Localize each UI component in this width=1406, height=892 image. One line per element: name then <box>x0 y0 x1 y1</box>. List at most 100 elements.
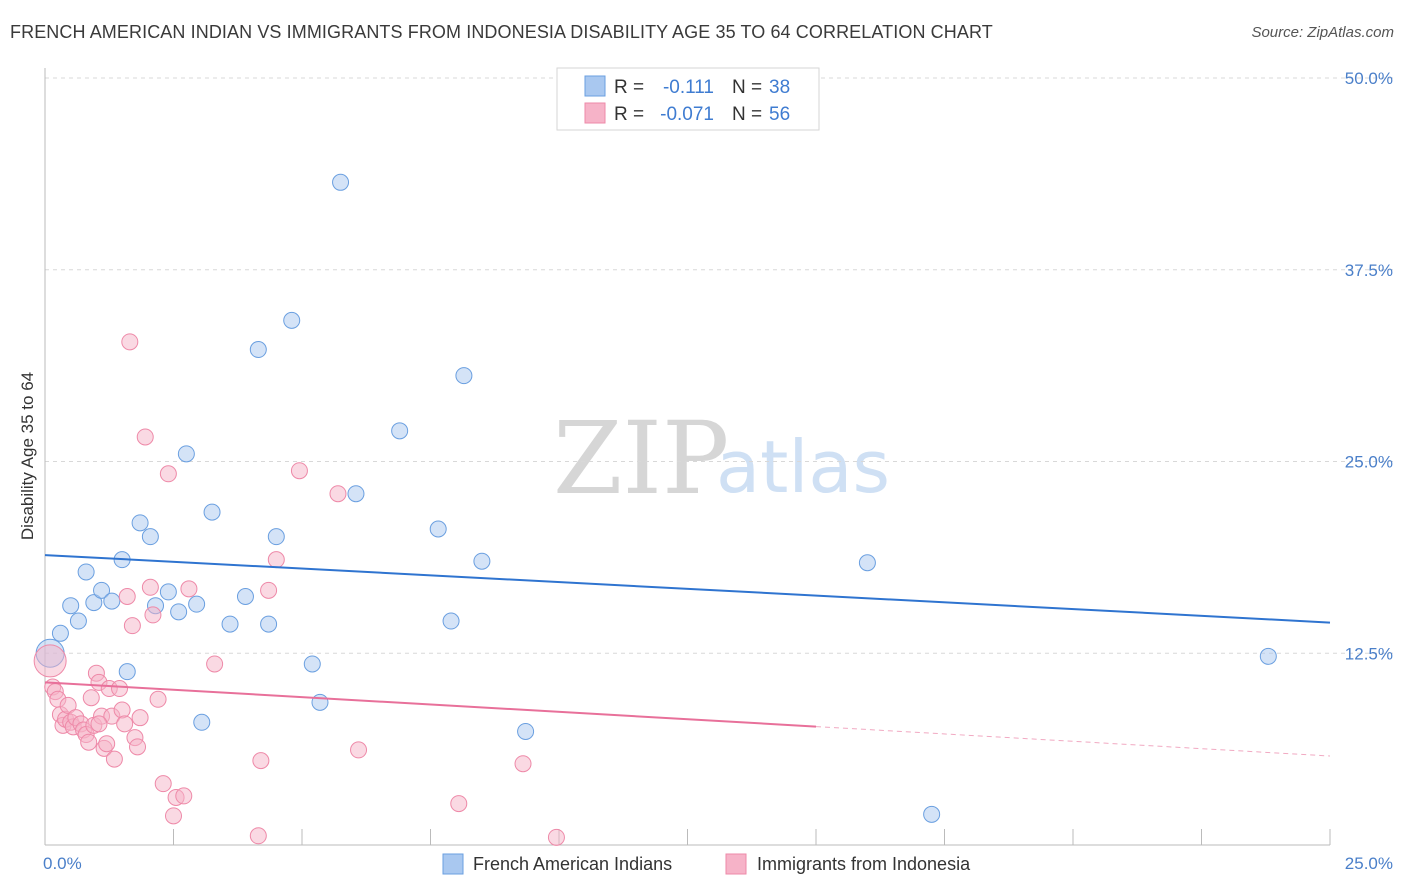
data-point-s1-36 <box>144 606 162 624</box>
data-point-s1-33 <box>131 709 149 727</box>
data-point-s0-18 <box>203 503 221 521</box>
chart-title: FRENCH AMERICAN INDIAN VS IMMIGRANTS FRO… <box>10 22 993 42</box>
x-tick-labels: 0.0% 25.0% <box>43 854 1393 873</box>
data-point-s0-5 <box>85 594 103 612</box>
data-point-s0-36 <box>923 805 941 823</box>
data-point-s0-27 <box>332 173 350 191</box>
legend-label-immigrants-from-indonesia: Immigrants from Indonesia <box>757 854 971 874</box>
data-point-s0-4 <box>77 563 95 581</box>
data-point-s1-21 <box>98 735 116 753</box>
x-tick-label-1: 25.0% <box>1345 854 1393 873</box>
r-label-pink: R = <box>614 104 644 125</box>
data-point-s1-14 <box>80 733 98 751</box>
watermark: ZIP atlas <box>553 400 890 517</box>
n-label-blue: N = <box>732 77 762 98</box>
data-point-s0-20 <box>236 587 254 605</box>
data-point-s0-32 <box>455 367 473 385</box>
y-axis-label: Disability Age 35 to 64 <box>18 372 37 540</box>
data-point-s0-6 <box>93 581 111 599</box>
r-value-pink: -0.071 <box>660 104 714 125</box>
n-value-pink: 56 <box>769 104 790 125</box>
legend-swatch-french-american-indians <box>442 853 464 875</box>
data-point-s1-47 <box>260 581 278 599</box>
data-point-s1-29 <box>121 333 139 351</box>
data-point-s0-21 <box>249 341 267 359</box>
data-point-s0-13 <box>159 583 177 601</box>
x-tick-label-0: 0.0% <box>43 854 82 873</box>
stats-swatch-blue <box>584 75 606 97</box>
trend-lines <box>44 554 1331 757</box>
data-point-s1-52 <box>450 795 468 813</box>
data-point-s1-0 <box>33 644 67 678</box>
data-point-s1-28 <box>118 587 136 605</box>
data-point-s1-46 <box>252 752 270 770</box>
data-point-s1-32 <box>129 738 147 756</box>
data-point-s1-42 <box>175 787 193 805</box>
data-point-s0-17 <box>193 713 211 731</box>
data-point-s0-1 <box>51 624 69 642</box>
data-point-s1-35 <box>141 578 159 596</box>
data-point-s0-10 <box>131 514 149 532</box>
y-tick-labels: 12.5% 25.0% 37.5% 50.0% <box>1345 69 1393 663</box>
data-point-s1-48 <box>267 551 285 569</box>
data-point-s0-34 <box>517 722 535 740</box>
data-point-s0-15 <box>177 445 195 463</box>
data-point-s1-45 <box>249 827 267 845</box>
n-value-blue: 38 <box>769 77 790 98</box>
data-point-s1-50 <box>329 485 347 503</box>
data-point-s0-23 <box>267 528 285 546</box>
series-legend: French American Indians Immigrants from … <box>442 853 971 875</box>
r-label-blue: R = <box>614 77 644 98</box>
watermark-atlas: atlas <box>716 425 890 509</box>
data-point-s0-9 <box>118 663 136 681</box>
y-tick-label-1: 25.0% <box>1345 453 1393 472</box>
data-point-s0-2 <box>62 597 80 615</box>
data-point-s0-19 <box>221 615 239 633</box>
data-point-s0-28 <box>347 485 365 503</box>
data-point-s1-53 <box>514 755 532 773</box>
trend-line-solid-s1 <box>44 681 817 728</box>
r-value-blue: -0.111 <box>663 77 714 98</box>
stats-legend: R = -0.111 N = 38 R = -0.071 N = 56 <box>556 67 820 131</box>
data-point-s0-24 <box>283 311 301 329</box>
data-point-s1-34 <box>136 428 154 446</box>
source-credit: Source: ZipAtlas.com <box>1251 24 1394 41</box>
data-point-s0-30 <box>429 520 447 538</box>
data-point-s1-27 <box>116 715 134 733</box>
data-point-s1-24 <box>105 750 123 768</box>
data-point-s0-7 <box>103 592 121 610</box>
data-point-s0-29 <box>391 422 409 440</box>
data-point-s0-31 <box>442 612 460 630</box>
data-point-s1-43 <box>180 580 198 598</box>
y-tick-label-0: 12.5% <box>1345 644 1393 663</box>
watermark-zip: ZIP <box>553 400 729 517</box>
data-point-s1-15 <box>82 689 100 707</box>
data-point-s0-3 <box>69 612 87 630</box>
data-point-s0-37 <box>1259 647 1277 665</box>
legend-swatch-immigrants-from-indonesia <box>725 853 747 875</box>
data-point-s1-26 <box>113 701 131 719</box>
trend-line-dashed-s1 <box>815 726 1331 757</box>
n-label-pink: N = <box>732 104 762 125</box>
data-point-s1-44 <box>206 655 224 673</box>
data-point-s1-25 <box>111 680 129 698</box>
series-immigrants-from-indonesia <box>33 333 565 846</box>
data-point-s1-51 <box>350 741 368 759</box>
grid-lines <box>45 77 1393 654</box>
data-point-s0-26 <box>311 693 329 711</box>
data-point-s0-11 <box>141 528 159 546</box>
trend-line-s0 <box>44 554 1331 624</box>
data-point-s0-16 <box>188 595 206 613</box>
data-point-s0-25 <box>303 655 321 673</box>
data-point-s1-30 <box>123 617 141 635</box>
data-point-s1-7 <box>59 696 77 714</box>
data-point-s1-38 <box>154 775 172 793</box>
data-point-s1-37 <box>149 690 167 708</box>
data-point-s0-14 <box>170 603 188 621</box>
y-tick-label-3: 50.0% <box>1345 69 1393 88</box>
data-point-s0-33 <box>473 552 491 570</box>
data-point-s0-22 <box>260 615 278 633</box>
data-point-s0-35 <box>858 554 876 572</box>
data-point-s1-40 <box>165 807 182 825</box>
